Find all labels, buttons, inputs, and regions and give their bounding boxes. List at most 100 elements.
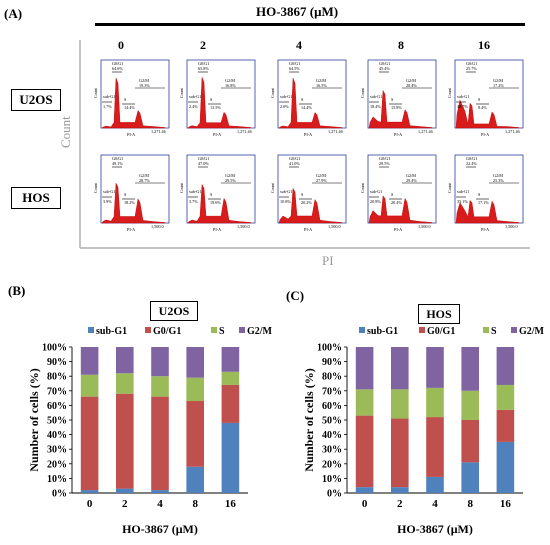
panel-a-y-axis-label: Count <box>58 116 73 148</box>
y-tick-label: 60% <box>47 401 67 412</box>
flow-x-max: 1,271.46 <box>328 129 343 135</box>
label-g0g1-name: G0/G1 <box>379 61 390 66</box>
label-s-value: 17.1% <box>478 200 489 205</box>
flow-histogram <box>278 78 343 129</box>
label-subg1-name: sub-G1 <box>103 189 115 194</box>
flow-frame <box>367 154 437 224</box>
label-s-name: S <box>301 97 304 102</box>
flow-plot-u2os-8: G0/G1 45.4% G2/M 20.4% sub-G1 18.4% S 15.8% PI-A… <box>360 58 438 148</box>
bar-s-16 <box>221 371 240 385</box>
legend-swatch-s <box>211 327 217 333</box>
dose-label-4: 4 <box>296 38 302 52</box>
chart-c-title: HOS <box>418 304 460 324</box>
x-tick-label: 8 <box>467 498 473 510</box>
label-g2m-value: 19.3% <box>139 83 150 88</box>
flow-x-label: PI-A <box>481 227 489 232</box>
label-g2m-name: G2/M <box>406 173 416 178</box>
flow-y-label: Count <box>447 87 452 98</box>
label-s-value: 18.2% <box>124 200 135 205</box>
panel-c-label: (C) <box>286 288 305 303</box>
y-tick-label: 80% <box>47 372 67 383</box>
y-tick-label: 90% <box>47 357 67 368</box>
legend-swatch-g0-g1 <box>145 327 151 333</box>
label-g0g1-value: 47.0% <box>198 161 209 166</box>
flow-x-max: 1,500.0 <box>505 224 518 230</box>
flow-histogram <box>455 99 520 129</box>
flow-x-max: 1,500.0 <box>237 224 250 230</box>
label-s-value: 14.4% <box>301 105 312 110</box>
label-g2m-name: G2/M <box>316 173 326 178</box>
flow-plot-hos-4: G0/G1 41.0% G2/M 27.9% sub-G1 10.8% S 20.2% PI-A… <box>270 153 348 243</box>
chart-b: sub-G1 G0/G1 S G2/M 0% 10% 20% 30% 40% 50% 60% 70% 8… <box>27 326 273 536</box>
flow-plot-u2os-2: G0/G1 65.8% G2/M 16.8% sub-G1 2.4% S 13.5% PI-A 1… <box>179 58 257 148</box>
x-tick-label: 4 <box>157 498 163 510</box>
bar-sub-g1-0 <box>80 490 99 493</box>
bar-g2-m-4 <box>151 347 169 377</box>
bar-sub-g1-4 <box>151 490 169 493</box>
label-g0g1-name: G0/G1 <box>289 61 300 66</box>
bar-g0-g1-4 <box>151 396 169 491</box>
flow-y-label: Count <box>179 182 184 193</box>
flow-histogram <box>278 187 343 224</box>
bar-g2-m-8 <box>461 347 479 391</box>
panel-b-label: (B) <box>8 283 26 298</box>
label-g2m-value: 25.3% <box>493 178 504 183</box>
label-g0g1-value: 45.4% <box>379 66 390 71</box>
label-g0g1-name: G0/G1 <box>379 156 390 161</box>
label-g0g1-value: 49.1% <box>112 161 123 166</box>
bar-g0-g1-8 <box>186 401 204 467</box>
label-s-name: S <box>391 192 394 197</box>
label-subg1-name: sub-G1 <box>370 94 382 99</box>
label-g0g1-name: G0/G1 <box>289 156 300 161</box>
label-g0g1-name: G0/G1 <box>112 61 123 66</box>
bar-g0-g1-8 <box>461 420 479 463</box>
label-s-name: S <box>210 192 213 197</box>
y-tick-label: 10% <box>47 474 67 485</box>
x-tick-label: 16 <box>225 498 237 510</box>
label-g0g1-value: 41.0% <box>289 161 300 166</box>
label-subg1-value: 2.4% <box>189 104 198 109</box>
flow-x-max: 1,271.46 <box>505 129 520 135</box>
label-g0g1-value: 29.5% <box>379 161 390 166</box>
bar-g0-g1-2 <box>391 418 409 488</box>
flow-x-label: PI-A <box>127 132 135 137</box>
y-tick-label: 0% <box>52 489 67 500</box>
y-tick-label: 40% <box>322 430 342 441</box>
flow-plot-hos-0: G0/G1 49.1% G2/M 28.7% sub-G1 3.9% S 18.2% PI-A 1… <box>93 153 171 243</box>
dose-label-8: 8 <box>398 38 404 52</box>
flow-plot-u2os-4: G0/G1 64.5% G2/M 16.5% sub-G1 2.0% S 14.4% PI-A 1… <box>270 58 348 148</box>
label-subg1-value: 3.7% <box>189 199 198 204</box>
y-tick-label: 30% <box>47 445 67 456</box>
label-g2m-name: G2/M <box>139 173 149 178</box>
bar-s-4 <box>426 387 444 418</box>
concentration-bar <box>95 23 525 26</box>
y-tick-label: 20% <box>322 459 342 470</box>
label-g0g1-value: 25.7% <box>466 66 477 71</box>
label-subg1-value: 1.7% <box>103 104 112 109</box>
flow-x-max: 1,500.0 <box>151 224 164 230</box>
dose-label-0: 0 <box>118 38 124 52</box>
label-g2m-value: 27.9% <box>316 178 327 183</box>
x-tick-label: 4 <box>432 498 438 510</box>
flow-plot-hos-16: G0/G1 22.4% G2/M 25.3% sub-G1 35.1% S 17.1% PI-A… <box>447 153 525 243</box>
bar-g0-g1-16 <box>496 409 515 442</box>
label-subg1-name: sub-G1 <box>189 189 201 194</box>
bar-s-0 <box>80 374 99 397</box>
flow-y-label: Count <box>270 87 275 98</box>
bar-s-0 <box>355 389 374 416</box>
x-tick-label: 0 <box>362 498 368 510</box>
bar-g2-m-16 <box>221 347 240 372</box>
x-axis-label: HO-3867 (μM) <box>122 522 198 536</box>
label-subg1-name: sub-G1 <box>189 94 201 99</box>
label-subg1-name: sub-G1 <box>280 94 292 99</box>
legend-label-s: S <box>219 326 225 337</box>
flow-y-label: Count <box>93 87 98 98</box>
label-subg1-name: sub-G1 <box>457 94 469 99</box>
bar-g0-g1-16 <box>221 384 240 423</box>
legend-swatch-sub-g1 <box>359 327 365 333</box>
panel-a-x-axis-label: PI <box>322 253 334 268</box>
label-subg1-value: 10.8% <box>280 199 291 204</box>
y-tick-label: 100% <box>317 343 342 354</box>
x-tick-label: 16 <box>500 498 512 510</box>
label-subg1-name: sub-G1 <box>370 189 382 194</box>
